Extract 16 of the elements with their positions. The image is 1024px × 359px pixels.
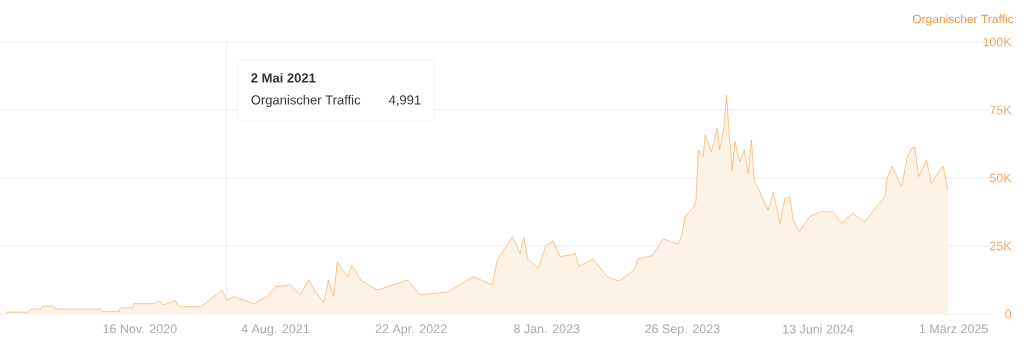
y-tick-label: 25K (990, 241, 1012, 251)
y-tick-label: 50K (989, 173, 1012, 183)
x-tick-label: 4 Aug. 2021 (241, 324, 310, 336)
y-tick-label: 75K (990, 105, 1012, 115)
x-tick-label: 8 Jan. 2023 (514, 324, 580, 334)
annotation: 4,991 (388, 95, 421, 107)
y-axis-title: Organischer Traffic (912, 14, 1014, 26)
x-tick-label: 16 Nov. 2020 (103, 324, 177, 334)
y-tick-label: 0 (1005, 309, 1012, 319)
y-tick-label: 100K (983, 37, 1012, 47)
x-tick-label: 1 März 2025 (919, 324, 988, 334)
x-tick-label: 13 Juni 2024 (783, 324, 854, 334)
x-tick-label: 26 Sep. 2023 (645, 324, 720, 336)
annotation: Organischer Traffic (251, 94, 361, 108)
x-tick-label: 22 Apr. 2022 (375, 324, 447, 336)
annotation: 2 Mai 2021 (251, 72, 316, 83)
